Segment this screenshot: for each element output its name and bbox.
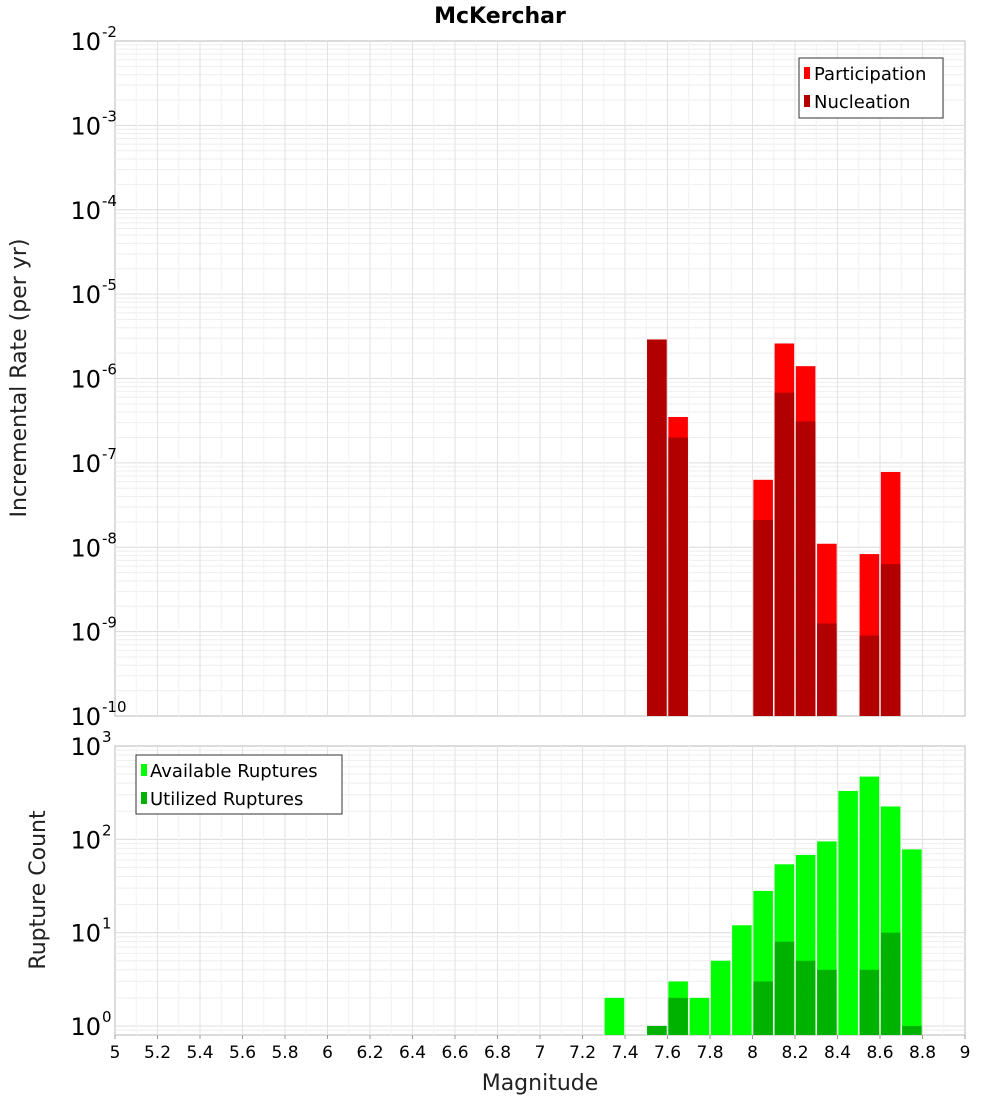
y-tick-exponent: -9 xyxy=(102,614,117,632)
y-tick-exponent: -10 xyxy=(102,698,127,716)
utilized-ruptures-bar xyxy=(668,997,688,1035)
available-ruptures-bar xyxy=(838,790,858,1035)
x-tick-label: 7.6 xyxy=(654,1043,681,1063)
utilized-legend-label: Utilized Ruptures xyxy=(150,789,303,810)
y-tick-exponent: -4 xyxy=(102,192,117,210)
available-ruptures-bar xyxy=(902,849,922,1035)
y-tick-label: 10 xyxy=(70,826,101,854)
available-ruptures-bar xyxy=(604,997,625,1035)
nucleation-bar xyxy=(774,392,795,716)
x-tick-label: 5.8 xyxy=(271,1043,298,1063)
rate-panel: 10-210-310-410-510-610-710-810-910-10 In… xyxy=(7,23,966,731)
nucleation-bar xyxy=(668,437,688,716)
participation-legend-label: Participation xyxy=(814,64,926,85)
x-tick-label: 8 xyxy=(747,1043,758,1063)
y-tick-label: 10 xyxy=(70,619,101,647)
y-tick-label: 10 xyxy=(70,197,101,225)
nucleation-legend-swatch xyxy=(804,95,810,107)
y-tick-label: 10 xyxy=(70,920,101,948)
x-tick-label: 6.4 xyxy=(399,1043,426,1063)
utilized-ruptures-bar xyxy=(817,969,837,1035)
y-tick-exponent: 3 xyxy=(102,728,112,746)
y-tick-label: 10 xyxy=(70,366,101,394)
count-legend: Available Ruptures Utilized Ruptures xyxy=(135,754,343,815)
nucleation-bar xyxy=(817,623,837,716)
participation-legend-swatch xyxy=(804,67,810,79)
x-tick-label: 5 xyxy=(110,1043,121,1063)
rate-bars xyxy=(647,339,901,716)
y-tick-label: 10 xyxy=(70,733,101,761)
y-tick-exponent: -3 xyxy=(102,107,117,125)
rate-y-axis-label: Incremental Rate (per yr) xyxy=(7,239,32,518)
nucleation-bar xyxy=(859,635,880,716)
magnitude-x-ticks: 5 5.2 5.4 5.6 5.8 6 6.2 6.4 6.6 6.8 7 7.2 7.4 7.6 7.8 8… xyxy=(110,1035,971,1063)
y-tick-exponent: 1 xyxy=(102,915,112,933)
y-tick-label: 10 xyxy=(70,28,101,56)
y-tick-exponent: -7 xyxy=(102,445,117,463)
x-tick-label: 6.2 xyxy=(356,1043,383,1063)
utilized-ruptures-bar xyxy=(902,1025,922,1035)
available-ruptures-bar xyxy=(710,960,731,1035)
utilized-ruptures-bar xyxy=(647,1025,667,1035)
utilized-ruptures-bar xyxy=(859,969,880,1035)
y-tick-exponent: 2 xyxy=(102,821,112,839)
y-tick-label: 10 xyxy=(70,112,101,140)
y-tick-exponent: -8 xyxy=(102,529,117,547)
nucleation-legend-label: Nucleation xyxy=(814,92,910,113)
rate-legend: Participation Nucleation xyxy=(798,57,944,119)
y-tick-label: 10 xyxy=(70,534,101,562)
x-tick-label: 6.6 xyxy=(441,1043,468,1063)
available-legend-swatch xyxy=(141,764,147,776)
y-tick-exponent: 0 xyxy=(102,1008,112,1026)
y-tick-exponent: -5 xyxy=(102,276,117,294)
x-tick-label: 8.4 xyxy=(824,1043,851,1063)
x-tick-label: 7.4 xyxy=(611,1043,638,1063)
utilized-ruptures-bar xyxy=(753,981,773,1035)
count-y-axis-label: Rupture Count xyxy=(26,810,51,970)
utilized-ruptures-bar xyxy=(880,932,901,1035)
y-tick-label: 10 xyxy=(70,281,101,309)
x-tick-label: 6 xyxy=(322,1043,333,1063)
y-tick-exponent: -2 xyxy=(102,23,117,41)
x-tick-label: 8.8 xyxy=(909,1043,936,1063)
count-legend-box xyxy=(135,754,343,815)
utilized-ruptures-bar xyxy=(795,960,816,1035)
x-tick-label: 7.8 xyxy=(696,1043,723,1063)
y-tick-label: 10 xyxy=(70,703,101,731)
count-bars xyxy=(604,776,922,1035)
x-tick-label: 5.6 xyxy=(229,1043,256,1063)
x-tick-label: 8.6 xyxy=(866,1043,893,1063)
x-tick-label: 5.2 xyxy=(144,1043,171,1063)
rate-gridlines xyxy=(115,41,965,716)
available-ruptures-bar xyxy=(732,925,752,1035)
y-tick-exponent: -6 xyxy=(102,361,117,379)
y-tick-label: 10 xyxy=(70,450,101,478)
nucleation-bar xyxy=(753,520,773,716)
rate-legend-box xyxy=(798,57,944,119)
x-tick-label: 8.2 xyxy=(781,1043,808,1063)
y-tick-label: 10 xyxy=(70,1013,101,1041)
available-ruptures-bar xyxy=(689,997,710,1035)
nucleation-bar xyxy=(647,339,667,716)
chart-title: McKerchar xyxy=(434,4,566,29)
x-tick-label: 7.2 xyxy=(569,1043,596,1063)
x-tick-label: 5.4 xyxy=(186,1043,213,1063)
x-axis-label: Magnitude xyxy=(482,1071,599,1096)
utilized-ruptures-bar xyxy=(774,941,795,1035)
nucleation-bar xyxy=(795,421,816,716)
x-tick-label: 6.8 xyxy=(484,1043,511,1063)
x-tick-label: 9 xyxy=(960,1043,971,1063)
available-legend-label: Available Ruptures xyxy=(150,761,318,782)
utilized-legend-swatch xyxy=(141,792,147,804)
rate-y-ticks: 10-210-310-410-510-610-710-810-910-10 xyxy=(70,23,126,731)
x-tick-label: 7 xyxy=(535,1043,546,1063)
nucleation-bar xyxy=(880,564,901,716)
